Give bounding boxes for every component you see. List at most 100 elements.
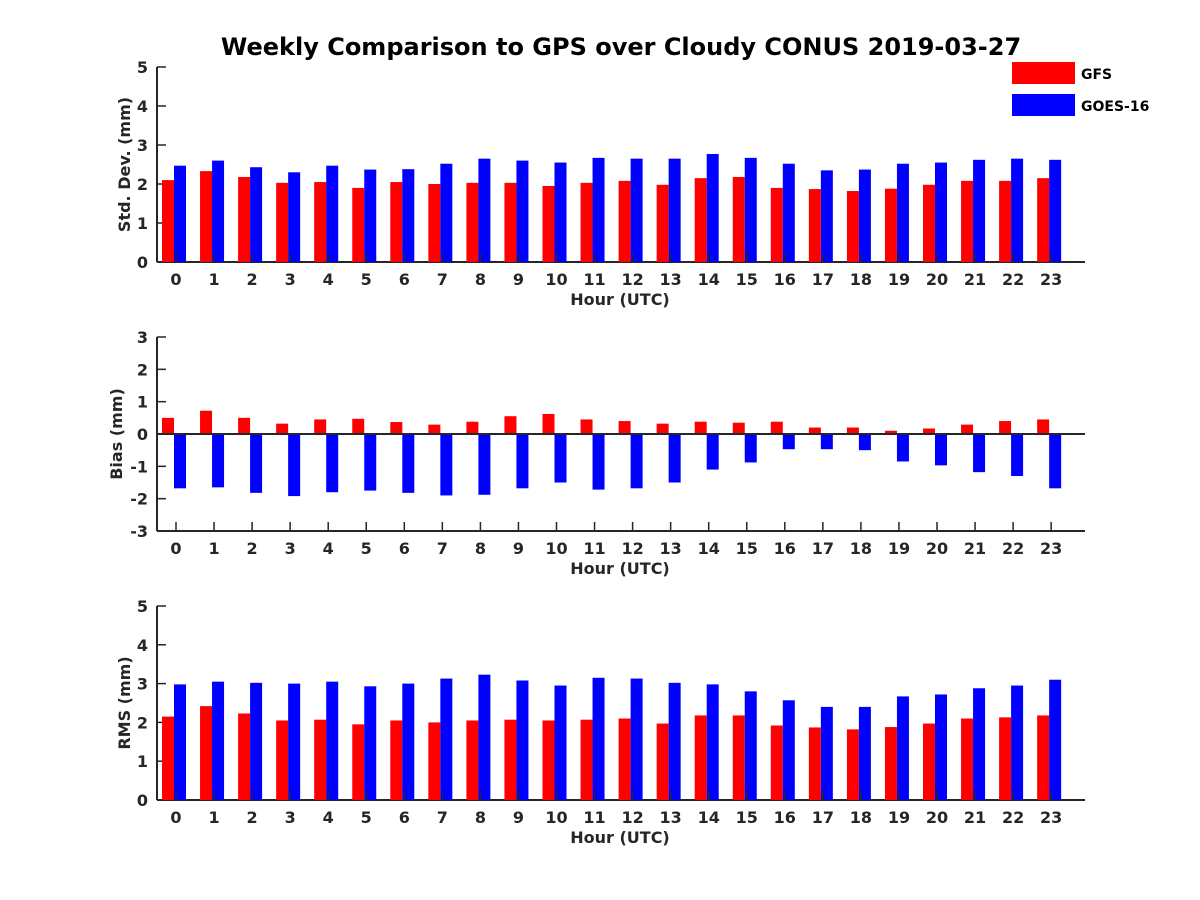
- rms-bar-goes16-3: [288, 683, 301, 800]
- rms-bar-gfs-15: [732, 715, 745, 800]
- rms-bar-gfs-13: [656, 723, 669, 800]
- bias-x-tick-label-12: 12: [621, 539, 643, 558]
- bias-bar-gfs-3: [276, 423, 289, 434]
- bias-x-tick-label-4: 4: [323, 539, 334, 558]
- bias-bar-goes16-3: [288, 434, 301, 497]
- rms-bar-goes16-5: [364, 686, 377, 800]
- std-dev-y-tick-label-0: 0: [137, 253, 148, 272]
- bias-x-tick-label-17: 17: [812, 539, 834, 558]
- std-dev-bar-goes16-12: [630, 158, 643, 262]
- bias-bar-gfs-15: [732, 422, 745, 434]
- rms-x-tick-label-4: 4: [323, 808, 334, 827]
- bias-bar-gfs-13: [656, 423, 669, 434]
- std-dev-x-tick-label-21: 21: [964, 270, 986, 289]
- rms-x-tick-label-11: 11: [583, 808, 605, 827]
- bias-bar-gfs-6: [390, 422, 403, 434]
- bias-bar-gfs-8: [466, 421, 479, 434]
- bias-y-tick-label-0: -3: [130, 522, 148, 541]
- rms-bar-goes16-10: [554, 685, 567, 800]
- std-dev-x-tick-label-11: 11: [583, 270, 605, 289]
- std-dev-x-tick-label-18: 18: [850, 270, 872, 289]
- std-dev-bar-gfs-8: [466, 182, 479, 262]
- rms-bar-gfs-21: [961, 718, 974, 800]
- std-dev-bar-goes16-15: [744, 157, 757, 262]
- rms-bar-gfs-17: [808, 727, 821, 800]
- std-dev-y-tick-label-3: 3: [137, 136, 148, 155]
- bias-x-tick-label-15: 15: [736, 539, 758, 558]
- bias-bar-goes16-22: [1011, 434, 1024, 477]
- std-dev-x-tick-label-23: 23: [1040, 270, 1062, 289]
- std-dev-bar-goes16-20: [935, 162, 947, 262]
- bias-bar-gfs-2: [238, 417, 251, 434]
- bias-y-tick-label-6: 3: [137, 328, 148, 347]
- std-dev-bar-gfs-23: [1037, 178, 1050, 262]
- rms-bar-gfs-6: [390, 720, 403, 800]
- bias-bar-goes16-10: [554, 434, 567, 483]
- bias-y-tick-label-3: 0: [137, 425, 148, 444]
- bias-bar-goes16-4: [326, 434, 339, 493]
- std-dev-x-tick-label-20: 20: [926, 270, 948, 289]
- rms-bar-goes16-20: [935, 694, 947, 800]
- bias-bar-goes16-14: [706, 434, 719, 470]
- rms-bar-goes16-17: [820, 706, 833, 800]
- rms-y-tick-label-1: 1: [137, 752, 148, 771]
- std-dev-bar-gfs-4: [314, 182, 327, 262]
- rms-y-tick-label-3: 3: [137, 675, 148, 694]
- bias-x-tick-label-7: 7: [437, 539, 448, 558]
- std-dev-x-tick-label-5: 5: [361, 270, 372, 289]
- bias-x-tick-label-0: 0: [170, 539, 181, 558]
- rms-y-axis-label: RMS (mm): [115, 656, 134, 749]
- rms-y-tick-label-4: 4: [137, 636, 148, 655]
- legend-label-gfs: GFS: [1081, 67, 1112, 83]
- bias-x-tick-label-1: 1: [208, 539, 219, 558]
- bias-bar-gfs-0: [162, 417, 174, 434]
- rms-bar-goes16-11: [592, 677, 605, 800]
- bias-x-tick-label-21: 21: [964, 539, 986, 558]
- rms-y-tick-label-2: 2: [137, 713, 148, 732]
- rms-bar-gfs-3: [276, 720, 289, 800]
- rms-x-tick-label-14: 14: [698, 808, 720, 827]
- rms-bar-gfs-19: [884, 727, 897, 800]
- std-dev-x-tick-label-22: 22: [1002, 270, 1024, 289]
- bias-bar-gfs-22: [999, 421, 1012, 434]
- rms-bar-goes16-4: [326, 681, 339, 800]
- bias-x-tick-label-16: 16: [774, 539, 796, 558]
- std-dev-bar-goes16-18: [858, 169, 871, 262]
- rms-x-tick-label-5: 5: [361, 808, 372, 827]
- rms-bar-goes16-21: [973, 688, 986, 800]
- bias-x-tick-label-18: 18: [850, 539, 872, 558]
- bias-bar-gfs-18: [846, 427, 859, 434]
- rms-x-tick-label-13: 13: [660, 808, 682, 827]
- std-dev-bar-goes16-22: [1011, 158, 1024, 262]
- bias-bar-goes16-9: [516, 434, 529, 489]
- std-dev-bar-gfs-21: [961, 180, 974, 262]
- std-dev-x-tick-label-4: 4: [323, 270, 334, 289]
- std-dev-bar-goes16-16: [782, 163, 795, 262]
- std-dev-x-tick-label-15: 15: [736, 270, 758, 289]
- rms-bar-gfs-23: [1037, 715, 1050, 800]
- bias-bar-gfs-4: [314, 419, 327, 434]
- std-dev-bar-gfs-2: [238, 176, 251, 262]
- rms-bar-goes16-7: [440, 678, 453, 800]
- rms-x-tick-label-16: 16: [774, 808, 796, 827]
- bias-x-tick-label-10: 10: [545, 539, 567, 558]
- std-dev-x-tick-label-12: 12: [621, 270, 643, 289]
- std-dev-bar-gfs-20: [923, 184, 935, 262]
- std-dev-x-tick-label-0: 0: [170, 270, 181, 289]
- rms-x-tick-label-6: 6: [399, 808, 410, 827]
- rms-bar-gfs-7: [428, 722, 441, 800]
- rms-x-tick-label-15: 15: [736, 808, 758, 827]
- std-dev-x-tick-label-3: 3: [285, 270, 296, 289]
- bias-bar-goes16-15: [744, 434, 757, 463]
- bias-x-tick-label-5: 5: [361, 539, 372, 558]
- rms-bar-goes16-13: [668, 682, 681, 800]
- bias-bar-gfs-20: [923, 428, 935, 434]
- rms-x-tick-label-8: 8: [475, 808, 486, 827]
- std-dev-bar-goes16-11: [592, 157, 605, 262]
- bias-x-tick-label-2: 2: [247, 539, 258, 558]
- std-dev-x-tick-label-6: 6: [399, 270, 410, 289]
- bias-bar-gfs-12: [618, 421, 631, 434]
- bias-bar-goes16-1: [212, 434, 225, 488]
- std-dev-x-tick-label-17: 17: [812, 270, 834, 289]
